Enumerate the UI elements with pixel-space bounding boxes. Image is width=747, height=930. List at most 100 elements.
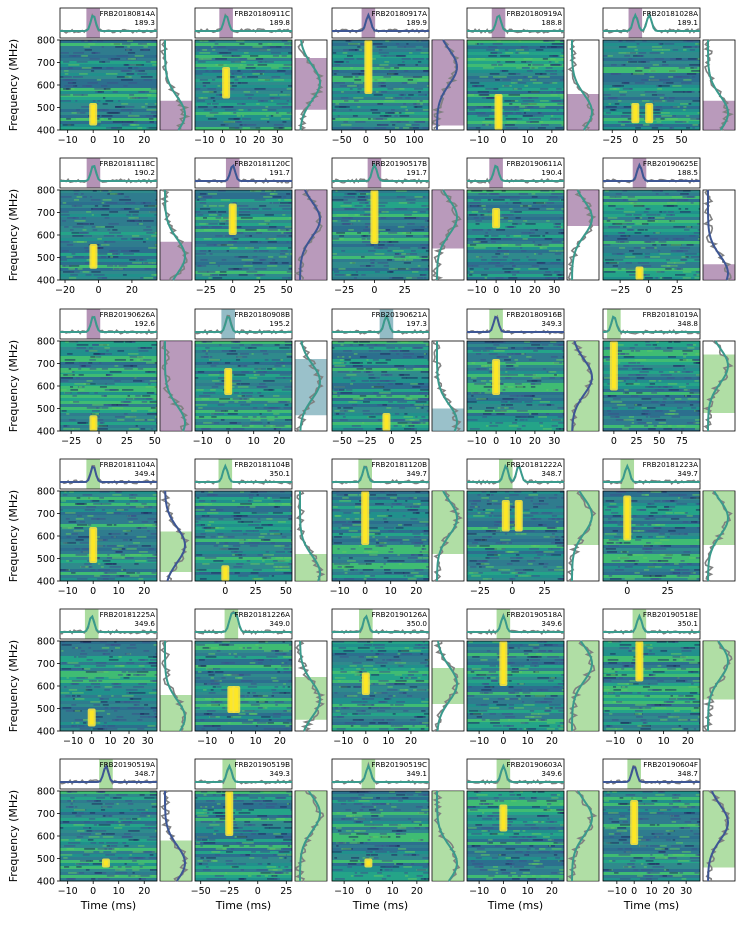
noise-streak xyxy=(88,43,96,45)
noise-streak xyxy=(523,569,534,571)
noise-streak xyxy=(681,371,690,373)
spectrum-row xyxy=(195,557,292,561)
noise-streak xyxy=(280,229,291,231)
noise-streak xyxy=(677,569,690,571)
noise-streak xyxy=(398,208,408,210)
noise-streak xyxy=(233,268,242,270)
noise-streak xyxy=(237,386,249,388)
noise-streak xyxy=(561,91,564,93)
noise-streak xyxy=(355,121,366,123)
noise-streak xyxy=(129,94,135,96)
noise-streak xyxy=(272,259,276,261)
noise-streak xyxy=(215,235,223,237)
noise-streak xyxy=(533,202,545,204)
noise-streak xyxy=(423,404,429,406)
noise-streak xyxy=(154,491,157,493)
noise-streak xyxy=(473,199,482,201)
spectrum-row xyxy=(467,247,564,251)
noise-streak xyxy=(203,392,210,394)
noise-streak xyxy=(214,43,219,45)
noise-streak xyxy=(417,61,422,63)
noise-streak xyxy=(153,115,157,117)
noise-streak xyxy=(516,395,524,397)
noise-streak xyxy=(103,404,116,406)
noise-streak xyxy=(420,389,429,391)
noise-streak xyxy=(488,193,500,195)
noise-streak xyxy=(225,235,235,237)
noise-streak xyxy=(151,235,157,237)
noise-streak xyxy=(260,100,268,102)
noise-streak xyxy=(637,422,647,424)
x-tick-label: 0 xyxy=(90,586,96,597)
noise-streak xyxy=(616,404,626,406)
noise-streak xyxy=(257,518,261,520)
noise-streak xyxy=(537,112,542,114)
spectrum-row xyxy=(603,226,700,230)
noise-streak xyxy=(684,253,697,255)
noise-streak xyxy=(212,277,223,279)
noise-streak xyxy=(676,575,680,577)
noise-streak xyxy=(425,344,429,346)
noise-streak xyxy=(269,94,278,96)
noise-streak xyxy=(551,548,561,550)
noise-streak xyxy=(273,79,285,81)
noise-streak xyxy=(287,40,292,42)
noise-streak xyxy=(605,359,614,361)
noise-streak xyxy=(113,341,124,343)
noise-streak xyxy=(106,374,113,376)
spectrum-row xyxy=(60,683,157,687)
noise-streak xyxy=(538,76,550,78)
noise-streak xyxy=(678,67,686,69)
noise-streak xyxy=(289,43,292,45)
noise-streak xyxy=(619,40,623,42)
noise-streak xyxy=(66,256,73,258)
noise-streak xyxy=(245,67,256,69)
noise-streak xyxy=(334,521,346,523)
burst-core xyxy=(647,105,652,122)
noise-streak xyxy=(78,362,87,364)
noise-streak xyxy=(687,398,698,400)
noise-streak xyxy=(682,271,692,273)
noise-streak xyxy=(538,500,544,502)
noise-streak xyxy=(482,527,487,529)
noise-streak xyxy=(380,380,389,382)
noise-streak xyxy=(344,578,355,580)
noise-streak xyxy=(470,566,477,568)
noise-streak xyxy=(144,704,149,706)
noise-streak xyxy=(690,545,698,547)
noise-streak xyxy=(68,88,75,90)
noise-streak xyxy=(352,362,363,364)
noise-streak xyxy=(698,518,700,520)
noise-streak xyxy=(342,551,347,553)
noise-streak xyxy=(417,265,421,267)
noise-streak xyxy=(203,422,214,424)
noise-streak xyxy=(207,512,219,514)
frb-name-label: FRB20190626A xyxy=(99,310,155,319)
noise-streak xyxy=(199,416,205,418)
noise-streak xyxy=(371,79,383,81)
noise-streak xyxy=(422,109,429,111)
spectrum-row xyxy=(195,199,292,203)
burst-core xyxy=(496,96,501,128)
noise-streak xyxy=(522,220,528,222)
noise-streak xyxy=(348,530,358,532)
noise-streak xyxy=(71,692,84,694)
noise-streak xyxy=(388,232,398,234)
noise-streak xyxy=(127,353,139,355)
noise-streak xyxy=(355,271,359,273)
noise-streak xyxy=(135,425,138,427)
burst-core xyxy=(91,105,96,124)
noise-streak xyxy=(400,341,409,343)
noise-streak xyxy=(500,572,510,574)
noise-streak xyxy=(206,103,211,105)
noise-streak xyxy=(539,247,548,249)
noise-streak xyxy=(254,268,267,270)
noise-streak xyxy=(416,100,420,102)
noise-streak xyxy=(153,644,157,646)
spectrum-row xyxy=(195,55,292,59)
noise-streak xyxy=(203,109,213,111)
noise-streak xyxy=(136,223,140,225)
noise-streak xyxy=(401,82,408,84)
